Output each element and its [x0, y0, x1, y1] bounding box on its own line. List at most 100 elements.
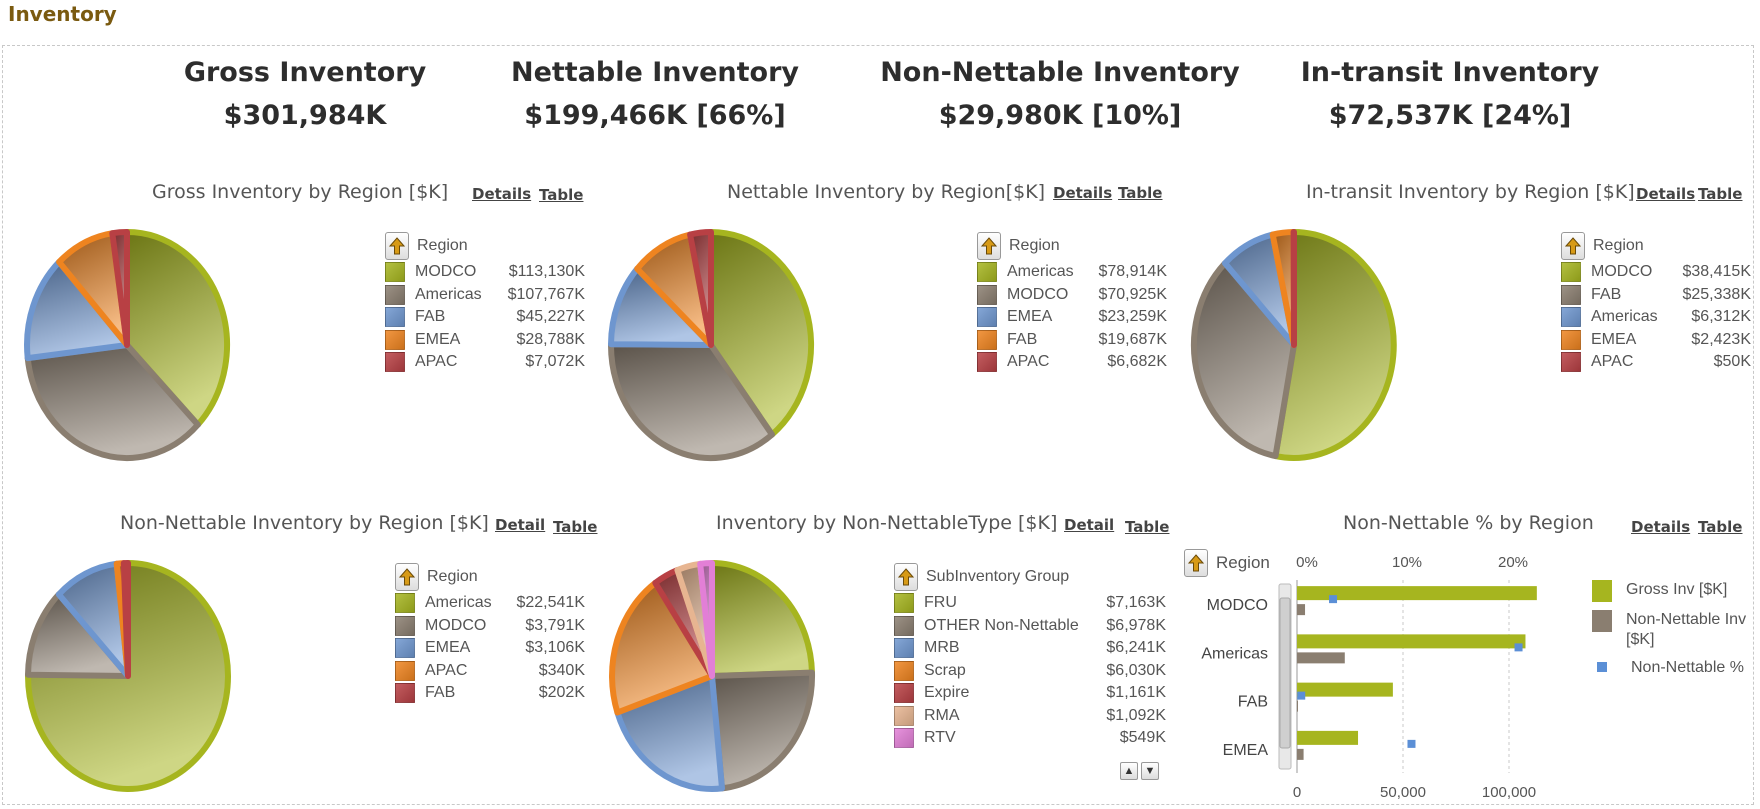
- legend-item[interactable]: FAB $25,338K: [1561, 284, 1751, 307]
- legend-swatch: [385, 352, 405, 373]
- legend-item[interactable]: FAB $45,227K: [385, 306, 585, 329]
- legend-label: FAB: [425, 684, 456, 702]
- kpi-non-nettable: Non-Nettable Inventory $29,980K [10%]: [880, 57, 1240, 131]
- drill-up-button[interactable]: [1184, 549, 1208, 577]
- legend-swatch: [1561, 352, 1581, 373]
- legend-swatch: [395, 683, 415, 704]
- legend-item[interactable]: Scrap $6,030K: [894, 660, 1166, 683]
- legend-header: Region: [385, 231, 585, 261]
- legend-header: Region: [977, 231, 1167, 261]
- chart-in-transit-details-link[interactable]: Details: [1636, 185, 1696, 203]
- drill-up-button[interactable]: [395, 563, 419, 591]
- legend-swatch: [1592, 580, 1612, 602]
- legend-label: MRB: [924, 639, 960, 657]
- legend-item[interactable]: APAC $50K: [1561, 351, 1751, 374]
- legend-item[interactable]: FAB $202K: [395, 682, 585, 705]
- legend-label: Expire: [924, 684, 970, 702]
- legend-value: $3,791K: [525, 616, 585, 634]
- legend-value: $107,767K: [507, 285, 585, 303]
- chart-in-transit-title: In-transit Inventory by Region [$K]: [1306, 181, 1635, 203]
- chart-pct-table-link[interactable]: Table: [1698, 518, 1743, 536]
- legend-swatch: [977, 307, 997, 328]
- scroll-up-button[interactable]: ▲: [1120, 762, 1138, 780]
- legend-item[interactable]: Americas $107,767K: [385, 284, 585, 307]
- legend-value: $340K: [538, 661, 585, 679]
- chart-type-title: Inventory by Non-NettableType [$K]: [716, 512, 1058, 534]
- legend-label: Americas: [415, 285, 482, 303]
- kpi-in-transit: In-transit Inventory $72,537K [24%]: [1290, 57, 1610, 131]
- legend-item[interactable]: FAB $19,687K: [977, 329, 1167, 352]
- legend-value: $6,030K: [1106, 661, 1166, 679]
- legend-item[interactable]: Americas $6,312K: [1561, 306, 1751, 329]
- chart-non-nettable-table-link[interactable]: Table: [553, 518, 598, 536]
- chart-nettable-table-link[interactable]: Table: [1118, 184, 1163, 202]
- legend-item[interactable]: EMEA $3,106K: [395, 637, 585, 660]
- legend-value: $38,415K: [1682, 263, 1751, 281]
- arrow-up-icon: [981, 237, 997, 255]
- legend-swatch: [395, 593, 415, 614]
- kpi-nettable: Nettable Inventory $199,466K [66%]: [500, 57, 810, 131]
- legend-item[interactable]: MODCO $3,791K: [395, 615, 585, 638]
- legend-item[interactable]: MRB $6,241K: [894, 637, 1166, 660]
- arrow-up-icon: [389, 237, 405, 255]
- legend-item[interactable]: APAC $7,072K: [385, 351, 585, 374]
- chart-non-nettable-detail-link[interactable]: Detail: [495, 516, 546, 534]
- legend-item[interactable]: Americas $78,914K: [977, 261, 1167, 284]
- legend-label: APAC: [415, 353, 458, 371]
- legend-item[interactable]: Expire $1,161K: [894, 682, 1166, 705]
- legend-item[interactable]: EMEA $23,259K: [977, 306, 1167, 329]
- legend-swatch: [894, 705, 914, 726]
- legend-item[interactable]: RMA $1,092K: [894, 705, 1166, 728]
- kpi-gross-label: Gross Inventory: [183, 57, 427, 88]
- chart-gross-title: Gross Inventory by Region [$K]: [152, 181, 449, 203]
- legend-item[interactable]: MODCO $38,415K: [1561, 261, 1751, 284]
- legend-swatch: [894, 660, 914, 681]
- legend-label: FAB: [1007, 330, 1038, 348]
- chart-in-transit-table-link[interactable]: Table: [1698, 185, 1743, 203]
- chart-gross-table-link[interactable]: Table: [539, 186, 584, 204]
- legend-label: MODCO: [415, 263, 477, 281]
- legend-item[interactable]: EMEA $2,423K: [1561, 329, 1751, 352]
- drill-up-button[interactable]: [894, 563, 918, 591]
- legend-label: Americas: [1007, 263, 1074, 281]
- legend-label: Non-Nettable %: [1631, 659, 1744, 676]
- drill-up-button[interactable]: [977, 232, 1001, 260]
- legend-item[interactable]: OTHER Non-Nettable $6,978K: [894, 615, 1166, 638]
- legend-item[interactable]: FRU $7,163K: [894, 592, 1166, 615]
- legend-swatch: [977, 262, 997, 283]
- kpi-in-transit-label: In-transit Inventory: [1300, 57, 1600, 88]
- chart-pct-details-link[interactable]: Details: [1631, 518, 1691, 536]
- drill-up-button[interactable]: [385, 232, 409, 260]
- chart-nettable-details-link[interactable]: Details: [1053, 184, 1113, 202]
- chart-non-nettable-legend: Region Americas $22,541K MODCO $3,791K EMEA $3…: [395, 562, 585, 705]
- legend-swatch: [385, 284, 405, 305]
- legend-swatch: [1592, 610, 1612, 632]
- legend-item[interactable]: EMEA $28,788K: [385, 329, 585, 352]
- legend-label: Scrap: [924, 661, 966, 679]
- legend-item[interactable]: MODCO $113,130K: [385, 261, 585, 284]
- legend-item[interactable]: Non-Nettable Inv [$K]: [1592, 610, 1752, 650]
- drill-up-button[interactable]: [1561, 232, 1585, 260]
- arrow-up-icon: [1188, 554, 1204, 572]
- legend-label: RMA: [924, 706, 960, 724]
- legend-item[interactable]: APAC $6,682K: [977, 351, 1167, 374]
- legend-item[interactable]: Americas $22,541K: [395, 592, 585, 615]
- legend-swatch: [894, 638, 914, 659]
- kpi-nettable-value: $199,466K [66%]: [524, 100, 786, 131]
- legend-item[interactable]: MODCO $70,925K: [977, 284, 1167, 307]
- kpi-gross-value: $301,984K: [223, 100, 387, 131]
- legend-item[interactable]: Non-Nettable %: [1592, 658, 1752, 678]
- chart-gross-details-link[interactable]: Details: [472, 185, 532, 203]
- legend-item[interactable]: Gross Inv [$K]: [1592, 580, 1752, 602]
- legend-item[interactable]: APAC $340K: [395, 660, 585, 683]
- chart-type-table-link[interactable]: Table: [1125, 518, 1170, 536]
- legend-label: FAB: [415, 308, 446, 326]
- legend-swatch: [977, 284, 997, 305]
- legend-label: MODCO: [1007, 285, 1069, 303]
- legend-item[interactable]: RTV $549K: [894, 727, 1166, 750]
- legend-title: Region: [1593, 237, 1644, 254]
- scroll-down-button[interactable]: ▼: [1141, 762, 1159, 780]
- legend-label: FRU: [924, 594, 957, 612]
- chart-type-detail-link[interactable]: Detail: [1064, 516, 1115, 534]
- arrow-up-icon: [1565, 237, 1581, 255]
